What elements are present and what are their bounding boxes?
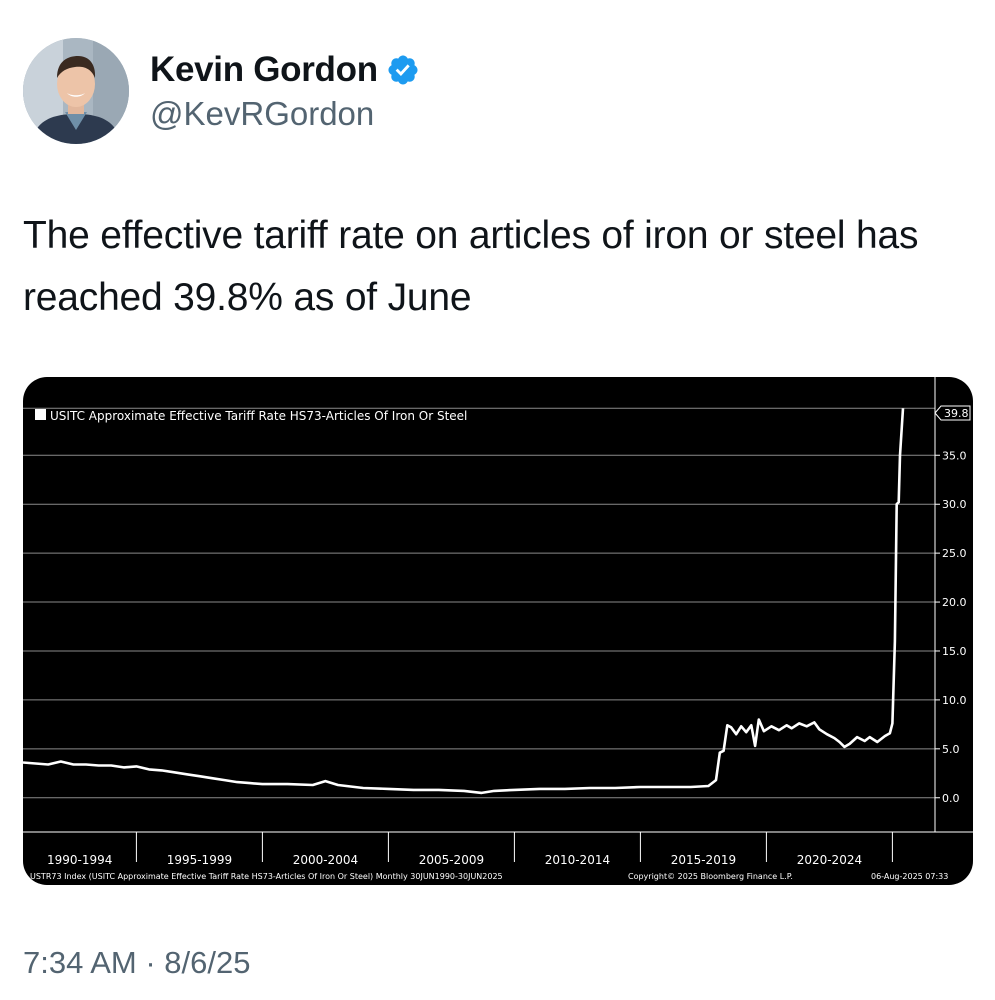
chart-image[interactable]: 0.0 5.0 10.0 15.0 20.0 25.0 30.0 35.0 1990-1994… xyxy=(23,377,973,885)
x-tick-label: 2015-2019 xyxy=(671,853,736,867)
y-tick-label: 35.0 xyxy=(942,449,967,462)
legend-swatch xyxy=(35,409,46,420)
chart-x-axis: 1990-1994 1995-1999 2000-2004 2005-2009 2010… xyxy=(47,853,862,867)
series-line xyxy=(23,408,905,795)
chart-footer-date: 06-Aug-2025 07:33 xyxy=(871,872,948,881)
x-tick-label: 1995-1999 xyxy=(167,853,232,867)
x-tick-label: 1990-1994 xyxy=(47,853,112,867)
chart-series xyxy=(23,408,905,795)
y-tick-label: 10.0 xyxy=(942,694,967,707)
chart-footer-copyright: Copyright© 2025 Bloomberg Finance L.P. xyxy=(628,872,793,881)
y-tick-label: 25.0 xyxy=(942,547,967,560)
chart-x-dividers xyxy=(135,832,893,862)
x-tick-label: 2000-2004 xyxy=(293,853,358,867)
tweet-timestamp[interactable]: 7:34 AM · 8/6/25 xyxy=(23,945,251,980)
last-value-box xyxy=(934,405,971,421)
chart-footer-source: USTR73 Index (USITC Approximate Effectiv… xyxy=(30,872,503,881)
x-tick-label: 2010-2014 xyxy=(545,853,610,867)
author-name[interactable]: Kevin Gordon xyxy=(150,50,378,89)
y-tick-label: 15.0 xyxy=(942,645,967,658)
chart-gridlines xyxy=(23,407,935,799)
last-value-tag: 39.8 xyxy=(934,405,971,421)
tariff-rate-chart: 0.0 5.0 10.0 15.0 20.0 25.0 30.0 35.0 1990-1994… xyxy=(23,377,973,881)
last-value-label: 39.8 xyxy=(944,407,969,420)
tweet-text: The effective tariff rate on articles of… xyxy=(23,214,919,319)
y-tick-label: 20.0 xyxy=(942,596,967,609)
avatar[interactable] xyxy=(23,38,129,144)
chart-y-axis: 0.0 5.0 10.0 15.0 20.0 25.0 30.0 35.0 xyxy=(935,449,967,805)
y-tick-label: 0.0 xyxy=(942,792,960,805)
x-tick-label: 2020-2024 xyxy=(797,853,862,867)
verified-badge-icon xyxy=(388,55,418,85)
y-tick-label: 5.0 xyxy=(942,743,960,756)
author-handle[interactable]: @KevRGordon xyxy=(150,95,375,132)
y-tick-label: 30.0 xyxy=(942,498,967,511)
x-tick-label: 2005-2009 xyxy=(419,853,484,867)
legend-label: USITC Approximate Effective Tariff Rate … xyxy=(50,409,467,423)
avatar-photo xyxy=(23,38,129,144)
chart-legend: USITC Approximate Effective Tariff Rate … xyxy=(35,409,467,423)
author-row: Kevin Gordon xyxy=(150,50,420,90)
